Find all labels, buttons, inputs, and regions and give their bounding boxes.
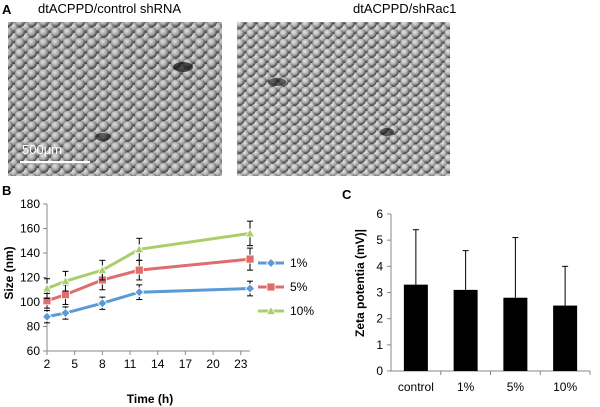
- panel-a-label: A: [2, 2, 12, 17]
- y-axis-label: Zeta potentia (mV)|: [353, 229, 367, 337]
- micrograph-left-title: dtACPPD/control shRNA: [38, 1, 182, 16]
- bar: [553, 305, 578, 371]
- data-point: [134, 287, 145, 298]
- y-tick-label: 100: [20, 295, 40, 309]
- data-point: [244, 283, 256, 294]
- x-tick-label: 5%: [507, 380, 525, 394]
- data-point: [134, 265, 144, 275]
- x-tick-label: 20: [206, 357, 220, 371]
- micrograph-control-shrna: 500μm: [8, 22, 222, 176]
- micrograph-shrac1-image: [237, 22, 450, 176]
- legend-swatch-marker: [265, 257, 277, 269]
- x-tick-label: 2: [44, 357, 51, 371]
- y-tick-label: 2: [376, 312, 383, 326]
- micrograph-shrac1: [237, 22, 450, 176]
- y-tick-label: 160: [20, 222, 40, 236]
- x-tick-label: 5: [71, 357, 78, 371]
- x-tick-label: 1%: [457, 380, 475, 394]
- legend-label: 5%: [290, 280, 308, 294]
- x-tick-label: 8: [99, 357, 106, 371]
- bar: [453, 289, 478, 371]
- y-tick-label: 3: [376, 286, 383, 300]
- legend-label: 1%: [290, 256, 308, 270]
- data-point: [244, 228, 256, 238]
- data-point: [97, 298, 108, 309]
- size-line-chart: Size (nm) Time (h) 60 80 100 120 140 160 180 2 5…: [2, 197, 314, 406]
- bar: [503, 297, 528, 371]
- y-tick-label: 4: [376, 259, 383, 273]
- y-tick-label: 180: [20, 197, 40, 211]
- data-point: [41, 283, 53, 293]
- micrograph-control-image: 500μm: [8, 22, 222, 176]
- y-tick-label: 5: [376, 233, 383, 247]
- data-point: [61, 290, 70, 300]
- series-line-0: [46, 287, 251, 319]
- data-point: [60, 275, 71, 286]
- bar: [403, 284, 428, 371]
- x-tick-label: 11: [124, 357, 137, 371]
- y-tick-label: 120: [20, 271, 40, 285]
- y-tick-label: 0: [376, 364, 383, 378]
- panel-c-label: C: [342, 187, 352, 202]
- data-point: [41, 311, 53, 322]
- x-tick-label: 23: [234, 357, 248, 371]
- y-tick-label: 60: [27, 344, 41, 358]
- y-tick-label: 1: [376, 338, 383, 352]
- x-axis-label: Time (h): [127, 392, 173, 406]
- scale-bar-label: 500μm: [22, 142, 62, 157]
- y-tick-label: 140: [20, 246, 40, 260]
- data-point: [245, 254, 255, 264]
- legend-swatch-marker: [265, 305, 277, 315]
- data-point: [60, 307, 71, 319]
- x-tick-label: 14: [151, 357, 165, 371]
- x-tick-label: 10%: [553, 380, 577, 394]
- legend-label: 10%: [290, 304, 314, 318]
- data-point: [134, 244, 145, 254]
- y-axis-label: Size (nm): [2, 246, 16, 299]
- x-tick-label: 17: [179, 357, 193, 371]
- panel-b-label: B: [2, 183, 12, 198]
- zeta-bar-chart: Zeta potentia (mV)| 0 1 2 3 4 5 6 control 1% 5% 10…: [353, 207, 591, 394]
- series-line-1: [46, 257, 251, 303]
- y-tick-label: 80: [27, 320, 41, 334]
- micrograph-right-title: dtACPPD/shRac1: [353, 1, 457, 16]
- x-tick-label: control: [398, 380, 434, 394]
- legend-swatch-marker: [266, 282, 276, 292]
- data-point: [97, 264, 108, 275]
- y-tick-label: 6: [376, 207, 383, 221]
